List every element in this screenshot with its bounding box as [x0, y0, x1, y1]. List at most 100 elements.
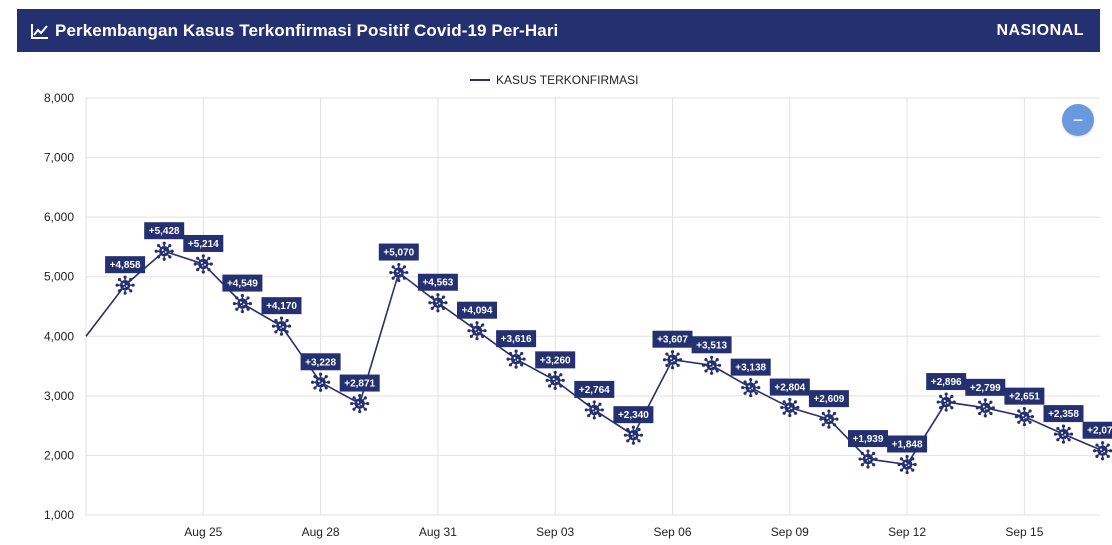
virus-marker-icon[interactable]: [311, 372, 331, 392]
data-label-box: [339, 374, 380, 392]
data-label: +2,340: [618, 410, 649, 421]
data-label: +1,939: [853, 434, 884, 445]
data-label-box: [574, 380, 615, 398]
scope-label: NASIONAL: [996, 21, 1084, 39]
data-label-box: [183, 234, 224, 252]
data-label-box: [613, 406, 654, 424]
data-label-box: [848, 430, 888, 448]
data-label: +2,804: [774, 383, 805, 394]
virus-marker-icon[interactable]: [897, 454, 917, 475]
header-title-group: Perkembangan Kasus Terkonfirmasi Positif…: [31, 21, 558, 41]
x-tick-label: Aug 25: [184, 525, 222, 539]
virus-marker-icon[interactable]: [858, 449, 878, 469]
x-tick-label: Aug 28: [302, 525, 340, 539]
chart-header: Perkembangan Kasus Terkonfirmasi Positif…: [17, 9, 1100, 52]
data-label: +3,513: [696, 340, 727, 351]
virus-marker-icon[interactable]: [193, 254, 213, 274]
y-tick-label: 6,000: [44, 210, 74, 224]
data-label: +2,764: [579, 385, 610, 396]
data-label: +4,549: [227, 279, 258, 290]
virus-marker-icon[interactable]: [584, 400, 604, 420]
virus-marker-icon[interactable]: [350, 393, 370, 414]
data-label: +3,607: [657, 335, 688, 346]
virus-marker-icon[interactable]: [506, 349, 526, 369]
data-label-box: [417, 273, 458, 291]
data-label: +2,896: [931, 377, 962, 388]
data-label: +2,358: [1048, 409, 1079, 420]
data-label-box: [926, 373, 967, 391]
y-tick-label: 3,000: [44, 389, 74, 403]
chart-legend[interactable]: KASUS TERKONFIRMASI: [470, 70, 638, 90]
data-label-box: [105, 256, 146, 274]
data-label: +4,094: [462, 306, 493, 317]
data-label: +4,170: [266, 301, 297, 312]
x-tick-label: Sep 15: [1005, 525, 1043, 539]
virus-marker-icon[interactable]: [1093, 441, 1112, 461]
virus-marker-icon[interactable]: [467, 321, 487, 341]
data-label-box: [1004, 387, 1045, 405]
data-label: +3,138: [735, 363, 766, 374]
virus-marker-icon[interactable]: [936, 392, 956, 412]
data-label-box: [496, 330, 537, 348]
zoom-out-icon: −: [1072, 110, 1084, 130]
data-label: +3,616: [501, 334, 532, 345]
data-label-box: [144, 222, 185, 240]
data-label-box: [222, 274, 263, 292]
virus-marker-icon[interactable]: [154, 241, 174, 261]
y-tick-label: 8,000: [44, 91, 74, 105]
y-tick-label: 7,000: [44, 151, 74, 165]
data-label-box: [300, 353, 341, 371]
virus-marker-icon[interactable]: [702, 355, 722, 375]
virus-marker-icon[interactable]: [819, 409, 839, 429]
data-label-box: [691, 336, 732, 354]
data-label-box: [1043, 405, 1084, 423]
data-label: +4,858: [110, 260, 141, 271]
data-label-box: [457, 301, 497, 319]
data-label: +2,079: [1087, 426, 1112, 437]
data-label-box: [965, 378, 1006, 396]
data-label: +5,214: [188, 239, 219, 250]
x-tick-label: Aug 31: [419, 525, 457, 539]
data-label-box: [1082, 421, 1112, 439]
data-label-box: [730, 358, 771, 376]
data-label: +1,848: [892, 439, 923, 450]
virus-marker-icon[interactable]: [232, 293, 252, 314]
data-label-box: [887, 435, 928, 453]
virus-marker-icon[interactable]: [1053, 424, 1074, 444]
data-label: +2,651: [1009, 392, 1040, 403]
data-label-box: [261, 297, 302, 315]
chart-title: Perkembangan Kasus Terkonfirmasi Positif…: [55, 20, 559, 40]
data-label: +5,070: [383, 248, 414, 259]
legend-label: KASUS TERKONFIRMASI: [496, 73, 639, 87]
virus-marker-icon[interactable]: [545, 370, 565, 390]
virus-marker-icon[interactable]: [780, 397, 800, 418]
virus-marker-icon[interactable]: [389, 262, 409, 283]
y-tick-label: 1,000: [44, 508, 74, 522]
virus-marker-icon[interactable]: [741, 378, 761, 398]
virus-marker-icon[interactable]: [428, 293, 448, 313]
data-label-box: [535, 351, 576, 369]
data-label-box: [378, 243, 419, 261]
zoom-out-button[interactable]: −: [1062, 104, 1094, 136]
data-label: +4,563: [422, 278, 453, 289]
data-label-box: [808, 390, 849, 408]
line-chart-icon: [31, 23, 48, 39]
data-label-box: [652, 330, 693, 348]
x-tick-label: Sep 12: [888, 525, 926, 539]
data-label: +2,799: [970, 383, 1001, 394]
data-label-box: [769, 378, 810, 396]
virus-marker-icon[interactable]: [623, 425, 643, 445]
virus-marker-icon[interactable]: [975, 398, 995, 418]
x-tick-label: Sep 09: [771, 525, 809, 539]
virus-marker-icon[interactable]: [1014, 407, 1034, 427]
virus-marker-icon[interactable]: [662, 350, 683, 370]
data-label: +3,228: [305, 357, 336, 368]
virus-marker-icon[interactable]: [115, 275, 135, 295]
y-tick-label: 4,000: [44, 329, 74, 343]
x-tick-label: Sep 03: [536, 525, 574, 539]
data-label: +2,609: [813, 394, 844, 405]
virus-marker-icon[interactable]: [271, 316, 292, 336]
y-tick-label: 2,000: [44, 448, 74, 462]
data-label: +3,260: [540, 355, 571, 366]
